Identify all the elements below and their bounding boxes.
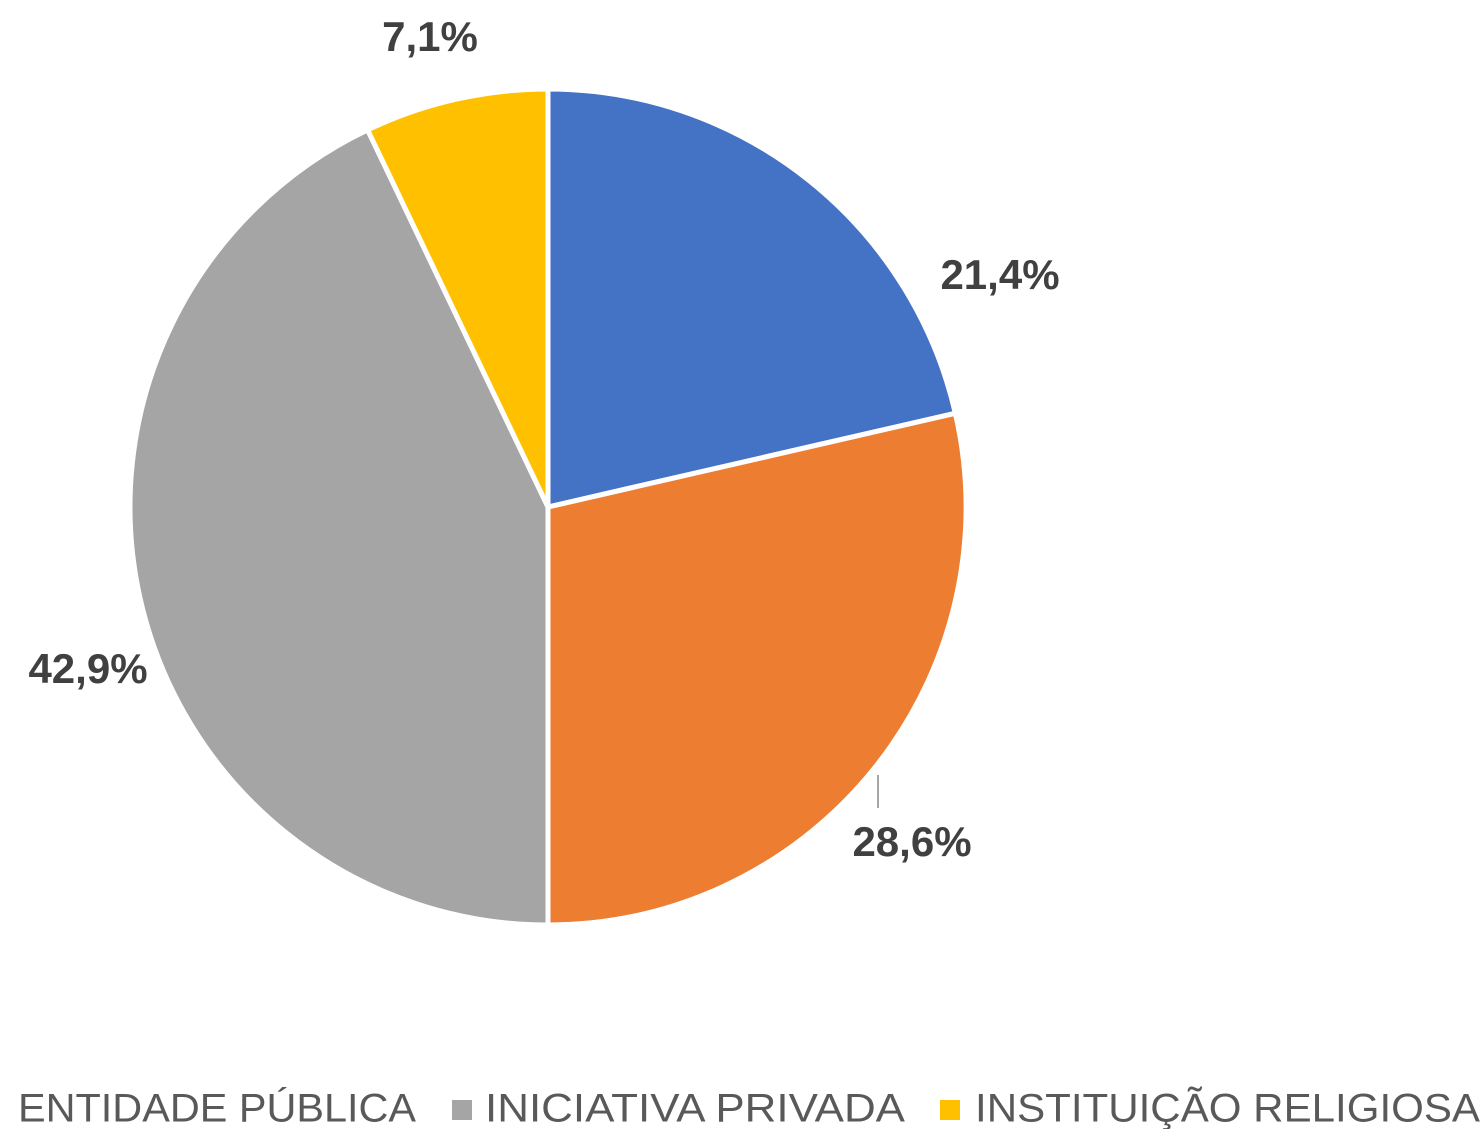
data-label: 21,4%: [940, 251, 1059, 298]
data-label: 42,9%: [28, 645, 147, 692]
legend-label: INICIATIVA PRIVADA: [485, 1087, 905, 1129]
legend-label: INSTITUIÇÃO RELIGIOSA: [975, 1086, 1480, 1129]
pie-slice: [364, 86, 551, 509]
pie-slice: [545, 410, 969, 928]
legend-marker: [452, 1100, 472, 1120]
legend-marker: [940, 1100, 960, 1120]
data-label: 7,1%: [382, 13, 478, 60]
pie-slice: [545, 86, 959, 511]
data-label: 28,6%: [852, 818, 971, 865]
legend-label: ENTIDADE PÚBLICA: [18, 1086, 416, 1129]
pie-slice: [127, 126, 551, 928]
